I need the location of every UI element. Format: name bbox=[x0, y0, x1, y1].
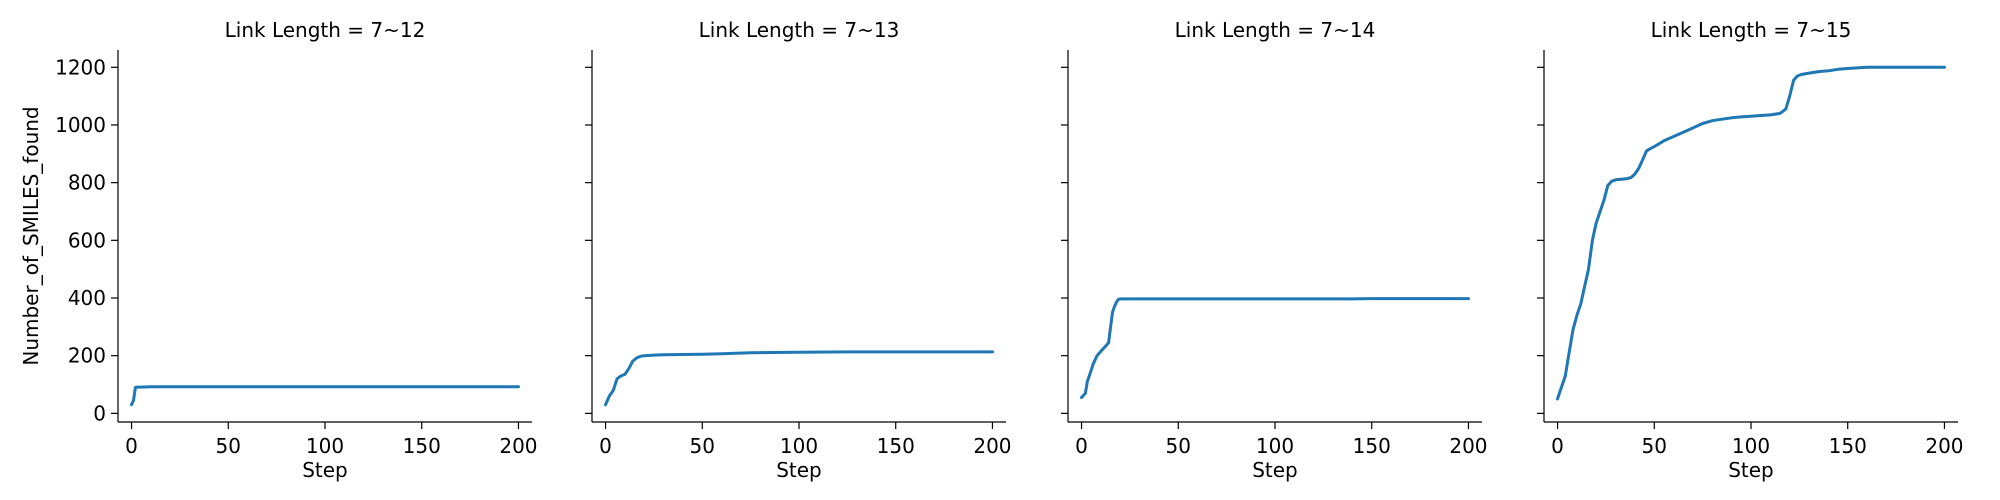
panel-2: Link Length = 7~13 Step 0 50 100 150 200 bbox=[585, 18, 1012, 482]
panel-4: Link Length = 7~15 Step 0 50 100 150 200 bbox=[1537, 18, 1964, 482]
panel-2-x-tick-label: 50 bbox=[690, 434, 715, 458]
y-tick-label: 600 bbox=[68, 228, 106, 252]
panel-4-series-line bbox=[1556, 65, 1946, 401]
panel-1-x-tick-label: 150 bbox=[403, 434, 441, 458]
panel-3-x-tick-label: 150 bbox=[1353, 434, 1391, 458]
y-tick-label: 1200 bbox=[55, 55, 106, 79]
panel-1-x-tick-label: 100 bbox=[306, 434, 344, 458]
panel-1-x-tick-label: 0 bbox=[125, 434, 138, 458]
panel-2-series-line bbox=[604, 350, 994, 407]
panel-3-x-tick-label: 100 bbox=[1256, 434, 1294, 458]
panel-4-x-tick-label: 50 bbox=[1642, 434, 1667, 458]
panel-4-title: Link Length = 7~15 bbox=[1651, 18, 1852, 42]
y-tick-label: 200 bbox=[68, 344, 106, 368]
panel-2-x-tick-label: 150 bbox=[877, 434, 915, 458]
panel-2-x-tick-label: 0 bbox=[599, 434, 612, 458]
panel-2-title: Link Length = 7~13 bbox=[699, 18, 900, 42]
panel-1-series-line bbox=[130, 385, 520, 407]
panel-3-x-axis-label: Step bbox=[1252, 458, 1298, 482]
panel-4-x-tick-label: 200 bbox=[1925, 434, 1963, 458]
panel-1: Link Length = 7~12 Step 0 200 400 600 800 100… bbox=[55, 18, 537, 482]
panel-3-x-tick-label: 0 bbox=[1075, 434, 1088, 458]
panel-2-x-tick-label: 200 bbox=[973, 434, 1011, 458]
panel-4-x-tick-label: 0 bbox=[1551, 434, 1564, 458]
y-tick-label: 800 bbox=[68, 171, 106, 195]
panel-3-x-tick-label: 50 bbox=[1166, 434, 1191, 458]
panel-1-title: Link Length = 7~12 bbox=[225, 18, 426, 42]
panel-1-x-tick-label: 50 bbox=[216, 434, 241, 458]
panel-1-x-axis-label: Step bbox=[302, 458, 348, 482]
y-tick-label: 1000 bbox=[55, 113, 106, 137]
panel-4-x-tick-label: 150 bbox=[1829, 434, 1867, 458]
panel-3: Link Length = 7~14 Step 0 50 100 150 200 bbox=[1061, 18, 1488, 482]
panel-3-title: Link Length = 7~14 bbox=[1175, 18, 1376, 42]
panel-2-x-tick-label: 100 bbox=[780, 434, 818, 458]
panel-3-series-line bbox=[1080, 297, 1470, 399]
panel-4-x-tick-label: 100 bbox=[1732, 434, 1770, 458]
y-tick-label: 400 bbox=[68, 286, 106, 310]
panel-2-x-axis-label: Step bbox=[776, 458, 822, 482]
panel-1-x-tick-label: 200 bbox=[499, 434, 537, 458]
y-tick-label: 0 bbox=[93, 401, 106, 425]
y-axis-label: Number_of_SMILES_found bbox=[19, 106, 43, 365]
panel-4-x-axis-label: Step bbox=[1728, 458, 1774, 482]
panel-3-x-tick-label: 200 bbox=[1449, 434, 1487, 458]
